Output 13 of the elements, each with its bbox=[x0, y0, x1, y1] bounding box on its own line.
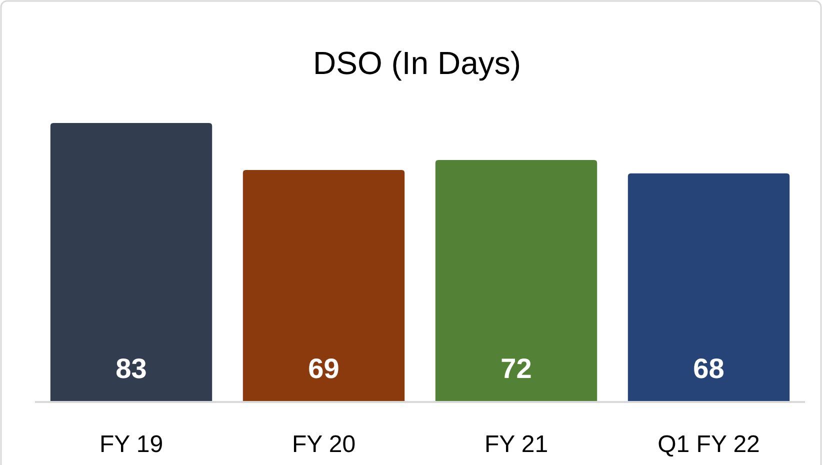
chart-title: DSO (In Days) bbox=[312, 45, 522, 81]
bar bbox=[242, 170, 405, 402]
data-label: 69 bbox=[308, 353, 340, 384]
bar bbox=[435, 160, 598, 402]
data-label: 72 bbox=[500, 353, 532, 384]
bar bbox=[628, 173, 790, 402]
bar bbox=[50, 123, 212, 402]
x-tick-label: FY 19 bbox=[99, 431, 164, 458]
x-tick-label: FY 21 bbox=[484, 431, 548, 458]
data-label: 83 bbox=[116, 353, 147, 384]
x-tick-label: Q1 FY 22 bbox=[658, 431, 760, 458]
data-label: 68 bbox=[693, 353, 724, 384]
x-tick-label: FY 20 bbox=[292, 431, 356, 458]
